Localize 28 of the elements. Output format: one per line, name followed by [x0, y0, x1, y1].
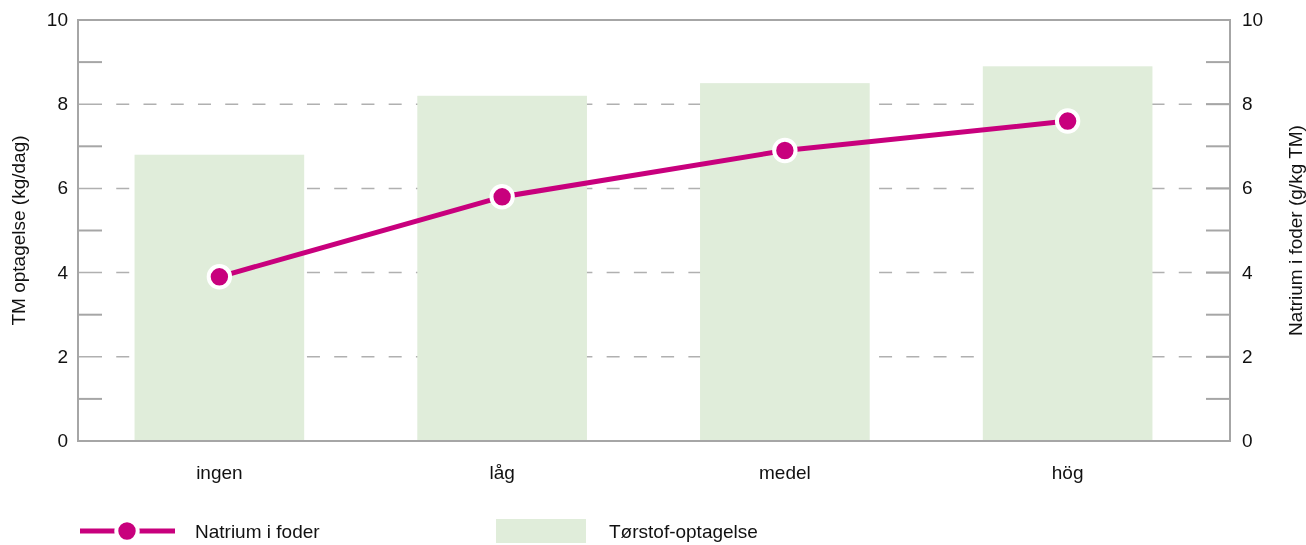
point [1054, 108, 1081, 134]
y2-tick-label: 4 [1242, 261, 1253, 283]
y-tick-label: 4 [57, 261, 69, 283]
y2-tick-label: 2 [1242, 345, 1253, 367]
x-tick-label: hög [1051, 462, 1084, 483]
y-tick-label: 2 [57, 345, 68, 367]
y2-tick-label: 0 [1242, 430, 1253, 452]
x-tick-label: medel [759, 462, 811, 483]
y-tick-label: 8 [57, 93, 68, 115]
point [772, 137, 798, 164]
x-tick-label: ingen [196, 462, 243, 483]
point [206, 264, 233, 290]
legend-label: Natrium i foder [195, 520, 321, 542]
y-tick-label: 6 [57, 177, 68, 199]
x-tick-label: låg [489, 462, 515, 483]
bar [700, 83, 870, 441]
point [489, 184, 515, 210]
y2-axis-title: Natrium i foder (g/kg TM) [1285, 125, 1306, 336]
y-axis-title: TM optagelse (kg/dag) [8, 135, 29, 326]
y-tick-label: 0 [57, 430, 68, 452]
y2-tick-label: 8 [1242, 93, 1253, 115]
bar [417, 95, 587, 441]
bar [134, 154, 305, 441]
y2-tick-label: 6 [1242, 177, 1253, 199]
legend-label: Tørstof-optagelse [609, 520, 758, 542]
y-tick-label: 10 [46, 9, 68, 31]
y2-tick-label: 10 [1242, 9, 1264, 31]
bar [982, 66, 1153, 441]
